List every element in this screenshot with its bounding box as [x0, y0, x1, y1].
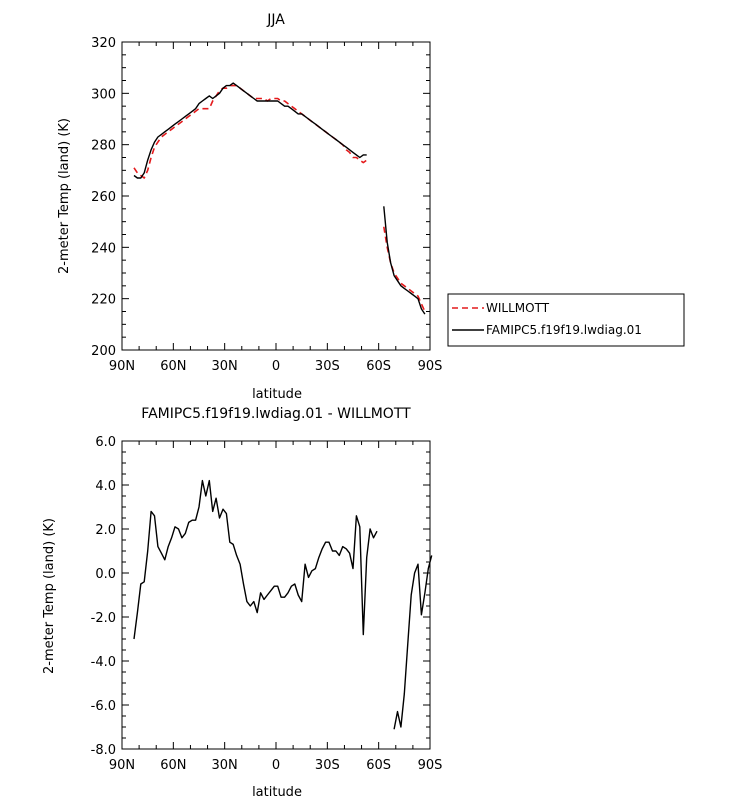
bottom-y-tick-label: 2.0	[95, 523, 116, 538]
top-x-tick-label: 90N	[109, 359, 135, 374]
bottom-y-tick-label: 0.0	[95, 567, 116, 582]
bottom-panel: FAMIPC5.f19f19.lwdiag.01 - WILLMOTT 90N 6…	[42, 406, 442, 800]
top-series-0-line-segment-1	[383, 226, 426, 312]
bottom-x-tick-label: 90S	[418, 758, 443, 773]
top-panel: JJA 90N 60N 30N 0 30S 60S 90S 200 220 240 260 280 30…	[57, 12, 685, 402]
top-series-lines	[133, 82, 426, 315]
bottom-plot-frame	[121, 440, 431, 750]
top-chart-title: JJA	[266, 12, 285, 28]
bottom-x-tick-label: 30N	[212, 758, 238, 773]
bottom-x-axis-label: latitude	[252, 785, 302, 800]
top-y-axis-label: 2-meter Temp (land) (K)	[57, 118, 72, 274]
bottom-x-tick-label: 30S	[315, 758, 340, 773]
top-ticks: 90N 60N 30N 0 30S 60S 90S 200 220 240 260 280 300 320	[91, 36, 442, 374]
top-x-tick-label: 60S	[366, 359, 391, 374]
bottom-series-lines	[133, 479, 433, 730]
top-y-tick-label: 240	[91, 241, 116, 256]
top-x-tick-label: 90S	[418, 359, 443, 374]
bottom-x-tick-label: 60S	[366, 758, 391, 773]
bottom-x-tick-label: 90N	[109, 758, 135, 773]
top-x-tick-label: 60N	[160, 359, 186, 374]
bottom-x-tick-label: 0	[272, 758, 280, 773]
bottom-ticks: 90N 60N 30N 0 30S 60S 90S -8.0 -6.0 -4.0 -2.0 0.0 2.…	[91, 435, 443, 773]
top-x-axis-label: latitude	[252, 387, 302, 402]
bottom-y-tick-label: -4.0	[91, 655, 116, 670]
bottom-y-tick-label: -8.0	[91, 743, 116, 758]
bottom-x-tick-label: 60N	[160, 758, 186, 773]
top-x-tick-label: 30N	[212, 359, 238, 374]
bottom-y-tick-label: -2.0	[91, 611, 116, 626]
top-y-tick-label: 280	[91, 139, 116, 154]
bottom-y-tick-label: -6.0	[91, 699, 116, 714]
bottom-y-tick-label: 6.0	[95, 435, 116, 450]
legend-label-famipc5: FAMIPC5.f19f19.lwdiag.01	[486, 323, 642, 337]
top-x-tick-label: 30S	[315, 359, 340, 374]
bottom-y-axis-label: 2-meter Temp (land) (K)	[42, 518, 57, 674]
top-x-tick-label: 0	[272, 359, 280, 374]
bottom-series-0-line-segment-0	[133, 479, 378, 640]
legend-label-willmott: WILLMOTT	[486, 301, 550, 315]
legend: WILLMOTT FAMIPC5.f19f19.lwdiag.01	[447, 293, 685, 347]
top-series-0-line-segment-0	[133, 84, 368, 179]
top-y-tick-label: 220	[91, 293, 116, 308]
top-series-1-line-segment-0	[133, 82, 367, 179]
bottom-y-tick-label: 4.0	[95, 479, 116, 494]
legend-box	[447, 293, 685, 347]
top-series-1-line-segment-1	[383, 206, 426, 315]
top-y-tick-label: 200	[91, 344, 116, 359]
top-y-tick-label: 320	[91, 36, 116, 51]
top-y-tick-label: 260	[91, 190, 116, 205]
top-plot-frame	[121, 41, 431, 351]
bottom-series-0-line-segment-1	[393, 555, 433, 730]
bottom-chart-title: FAMIPC5.f19f19.lwdiag.01 - WILLMOTT	[141, 406, 411, 422]
top-y-tick-label: 300	[91, 87, 116, 102]
